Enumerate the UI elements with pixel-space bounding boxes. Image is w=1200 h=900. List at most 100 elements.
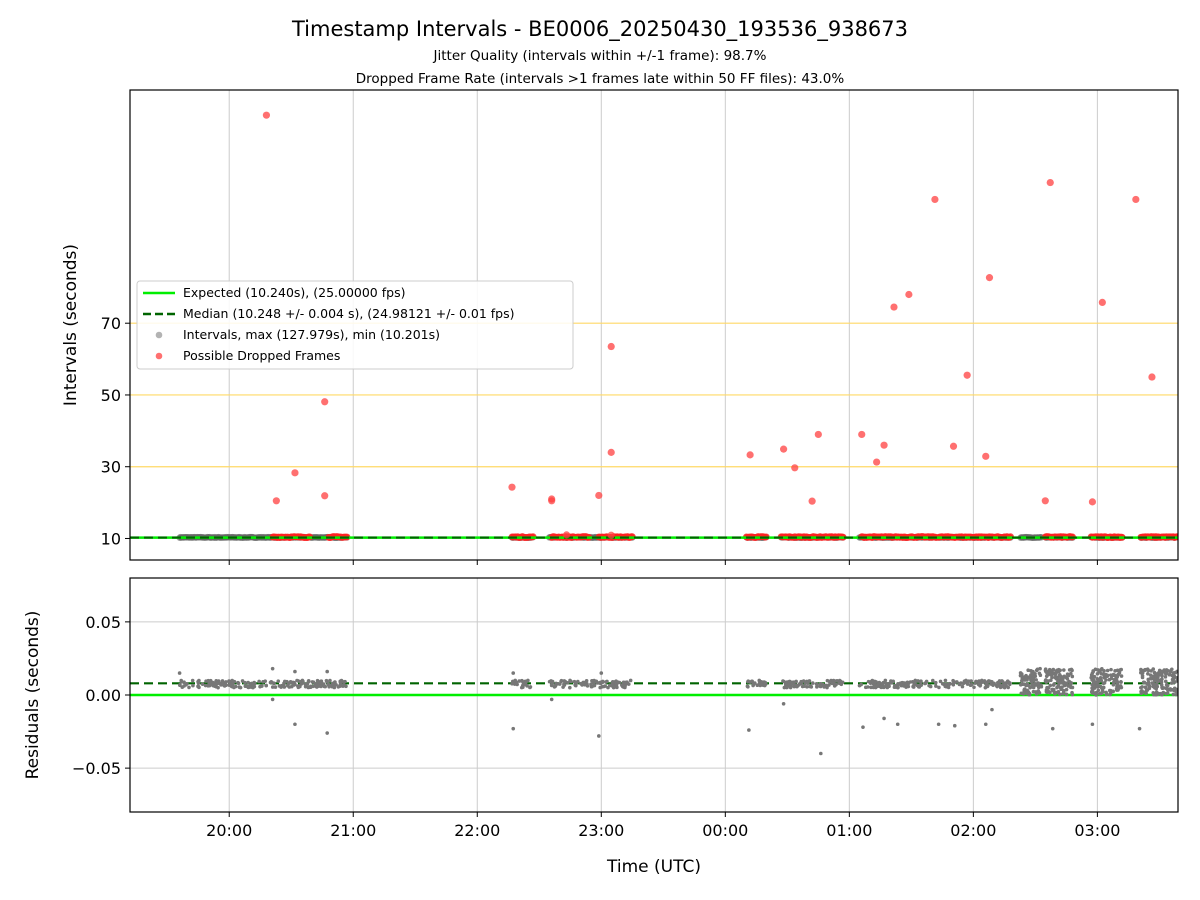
residual-point [919,679,923,683]
residual-point [179,679,184,684]
residual-point [563,679,567,684]
residual-point [559,678,564,683]
residual-point [1117,671,1122,675]
residual-point [904,683,909,687]
residual-point [1116,688,1120,692]
residual-point [1151,667,1156,671]
residual-point [1154,692,1158,697]
residual-outlier-point [293,669,297,674]
residual-point [600,680,605,685]
top-y-axis-label: Intervals (seconds) [61,244,81,406]
residual-point [236,681,240,685]
residual-point [233,684,238,689]
residual-point [328,678,332,683]
residual-point [221,683,226,687]
y-tick-label: 0.00 [85,686,121,705]
residual-point [835,678,839,683]
residual-point [264,683,268,688]
bottom-y-axis: 0.05 0.00 −0.05 [72,613,130,778]
residual-point [1119,674,1124,678]
dropped-frame-point [890,303,898,311]
legend-box [136,280,574,370]
residual-point [216,685,220,690]
residual-point [1059,681,1063,685]
residual-point [232,679,237,684]
residual-point [1113,669,1117,673]
residual-point [944,682,948,687]
residual-point [513,678,518,683]
dropped-frame-point [262,111,271,119]
residual-point [190,678,195,683]
residual-point [330,681,335,686]
residual-point [1036,685,1041,690]
residual-point [869,685,873,690]
residual-point [957,682,962,687]
residual-point [961,681,966,686]
residual-point [934,684,938,688]
residual-point [1096,688,1101,693]
residual-point [1108,692,1112,697]
legend-intervals-swatch [155,331,163,339]
residual-point [1056,679,1060,684]
residual-point [604,680,608,684]
residual-point [1140,670,1145,675]
residual-point [933,680,938,685]
residual-point [616,680,620,684]
x-tick-label: 21:00 [330,821,376,840]
legend-median-label: Median (10.248 +/- 0.004 s), (24.98121 +… [183,306,514,321]
residual-point [1119,680,1123,684]
dropped-frame-point [1132,195,1140,204]
dropped-frame-point [548,495,556,503]
residual-point [1064,687,1069,692]
residual-point [759,679,764,684]
residual-point [268,680,273,685]
residual-point [973,681,977,685]
y-tick-label: −0.05 [72,759,121,778]
residual-point [1171,692,1176,697]
residual-point [1146,671,1150,676]
residual-point [875,684,879,689]
residual-point [787,682,791,687]
residual-point [1154,672,1159,676]
residual-outlier-point [511,671,516,675]
residual-point [1112,677,1117,682]
residual-point [877,680,882,685]
residual-point [840,680,845,685]
residual-point [282,679,287,684]
top-series [130,111,1178,541]
residual-point [325,679,329,684]
residual-point [1033,682,1037,686]
residual-point [1059,687,1063,691]
residual-point [977,682,982,686]
residual-point [1003,682,1007,686]
residual-point [1092,684,1096,688]
residual-point [745,684,750,689]
legend-expected-label: Expected (10.240s), (25.00000 fps) [183,285,405,300]
residual-point [1021,692,1026,696]
dropped-frame-point [814,430,822,439]
residual-point [883,678,888,683]
residual-point [1064,692,1069,697]
residual-outlier-point [1050,726,1055,731]
residual-point [1141,680,1146,685]
residual-point [522,682,527,687]
top-plot-frame [129,89,1179,561]
residual-point [213,682,218,687]
residual-point [184,682,188,687]
residual-point [1060,677,1065,682]
residual-point [628,678,633,683]
x-tick-label: 23:00 [578,821,624,840]
residual-point [1168,670,1173,674]
residual-point [204,679,208,683]
residual-point [270,685,275,689]
dropped-frame-point [985,274,994,282]
residual-point [1029,680,1034,684]
chart-title: Timestamp Intervals - BE0006_20250430_19… [291,17,908,42]
residual-point [1107,688,1112,693]
x-tick-label: 20:00 [206,821,252,840]
residual-point [295,678,299,683]
residual-point [257,679,261,684]
residual-point [790,682,794,686]
dropped-frame-point [780,445,788,453]
residual-point [1102,681,1107,685]
